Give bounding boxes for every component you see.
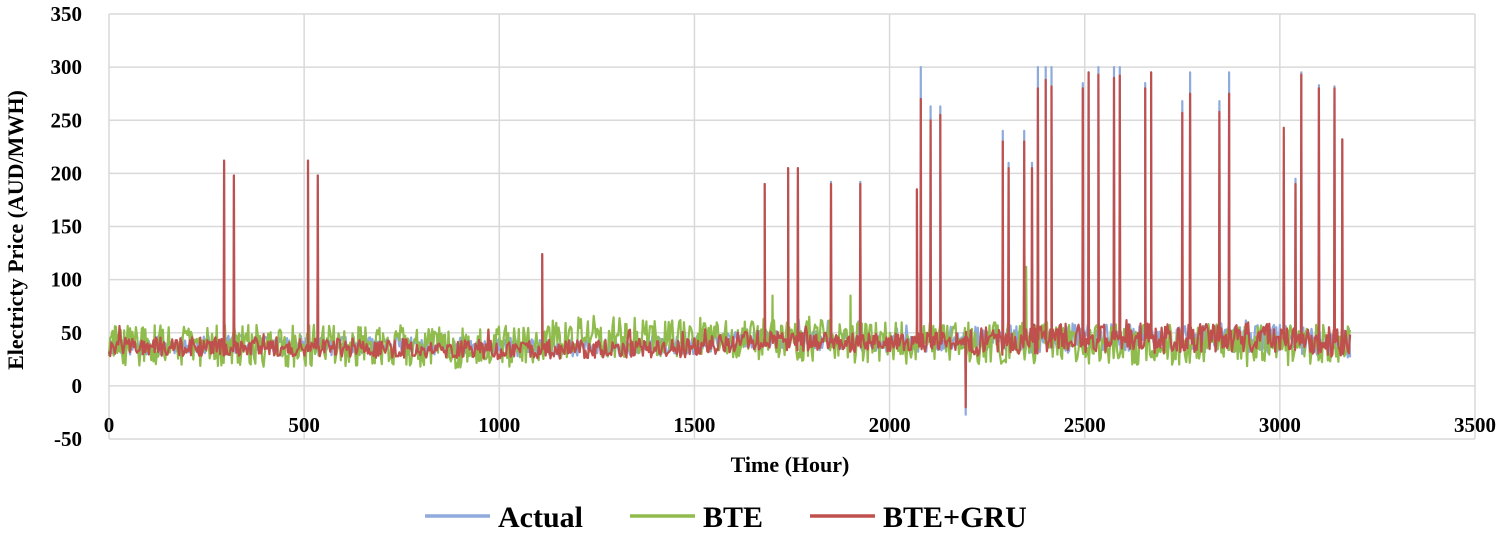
x-tick-label: 2500	[1064, 413, 1106, 437]
x-axis-title: Time (Hour)	[731, 452, 850, 477]
series-line-bte-gru	[107, 71, 1352, 409]
legend: Actual BTE BTE+GRU	[425, 501, 1027, 534]
x-tick-label: 2000	[869, 413, 911, 437]
y-tick-label: 0	[72, 374, 83, 398]
legend-label: BTE	[703, 501, 763, 534]
x-tick-label: 3500	[1454, 413, 1496, 437]
x-tick-label: 1500	[673, 413, 715, 437]
x-tick-label: 3000	[1259, 413, 1301, 437]
y-tick-label: 350	[51, 2, 83, 26]
y-tick-label: -50	[54, 427, 82, 451]
y-tick-label: 200	[51, 161, 83, 185]
y-tick-label: 50	[61, 321, 82, 345]
legend-label: Actual	[498, 501, 583, 534]
y-tick-label: 150	[51, 215, 83, 239]
x-tick-label: 0	[104, 413, 115, 437]
grid-lines	[108, 13, 1476, 440]
x-tick-label: 500	[288, 413, 320, 437]
y-tick-label: 300	[51, 55, 83, 79]
y-tick-label: 250	[51, 108, 83, 132]
y-tick-label: 100	[51, 268, 83, 292]
y-axis-title: Electricty Price (AUD/MWH)	[3, 90, 28, 370]
series-layer	[107, 66, 1352, 416]
x-tick-label: 1000	[478, 413, 520, 437]
legend-label: BTE+GRU	[883, 501, 1027, 534]
